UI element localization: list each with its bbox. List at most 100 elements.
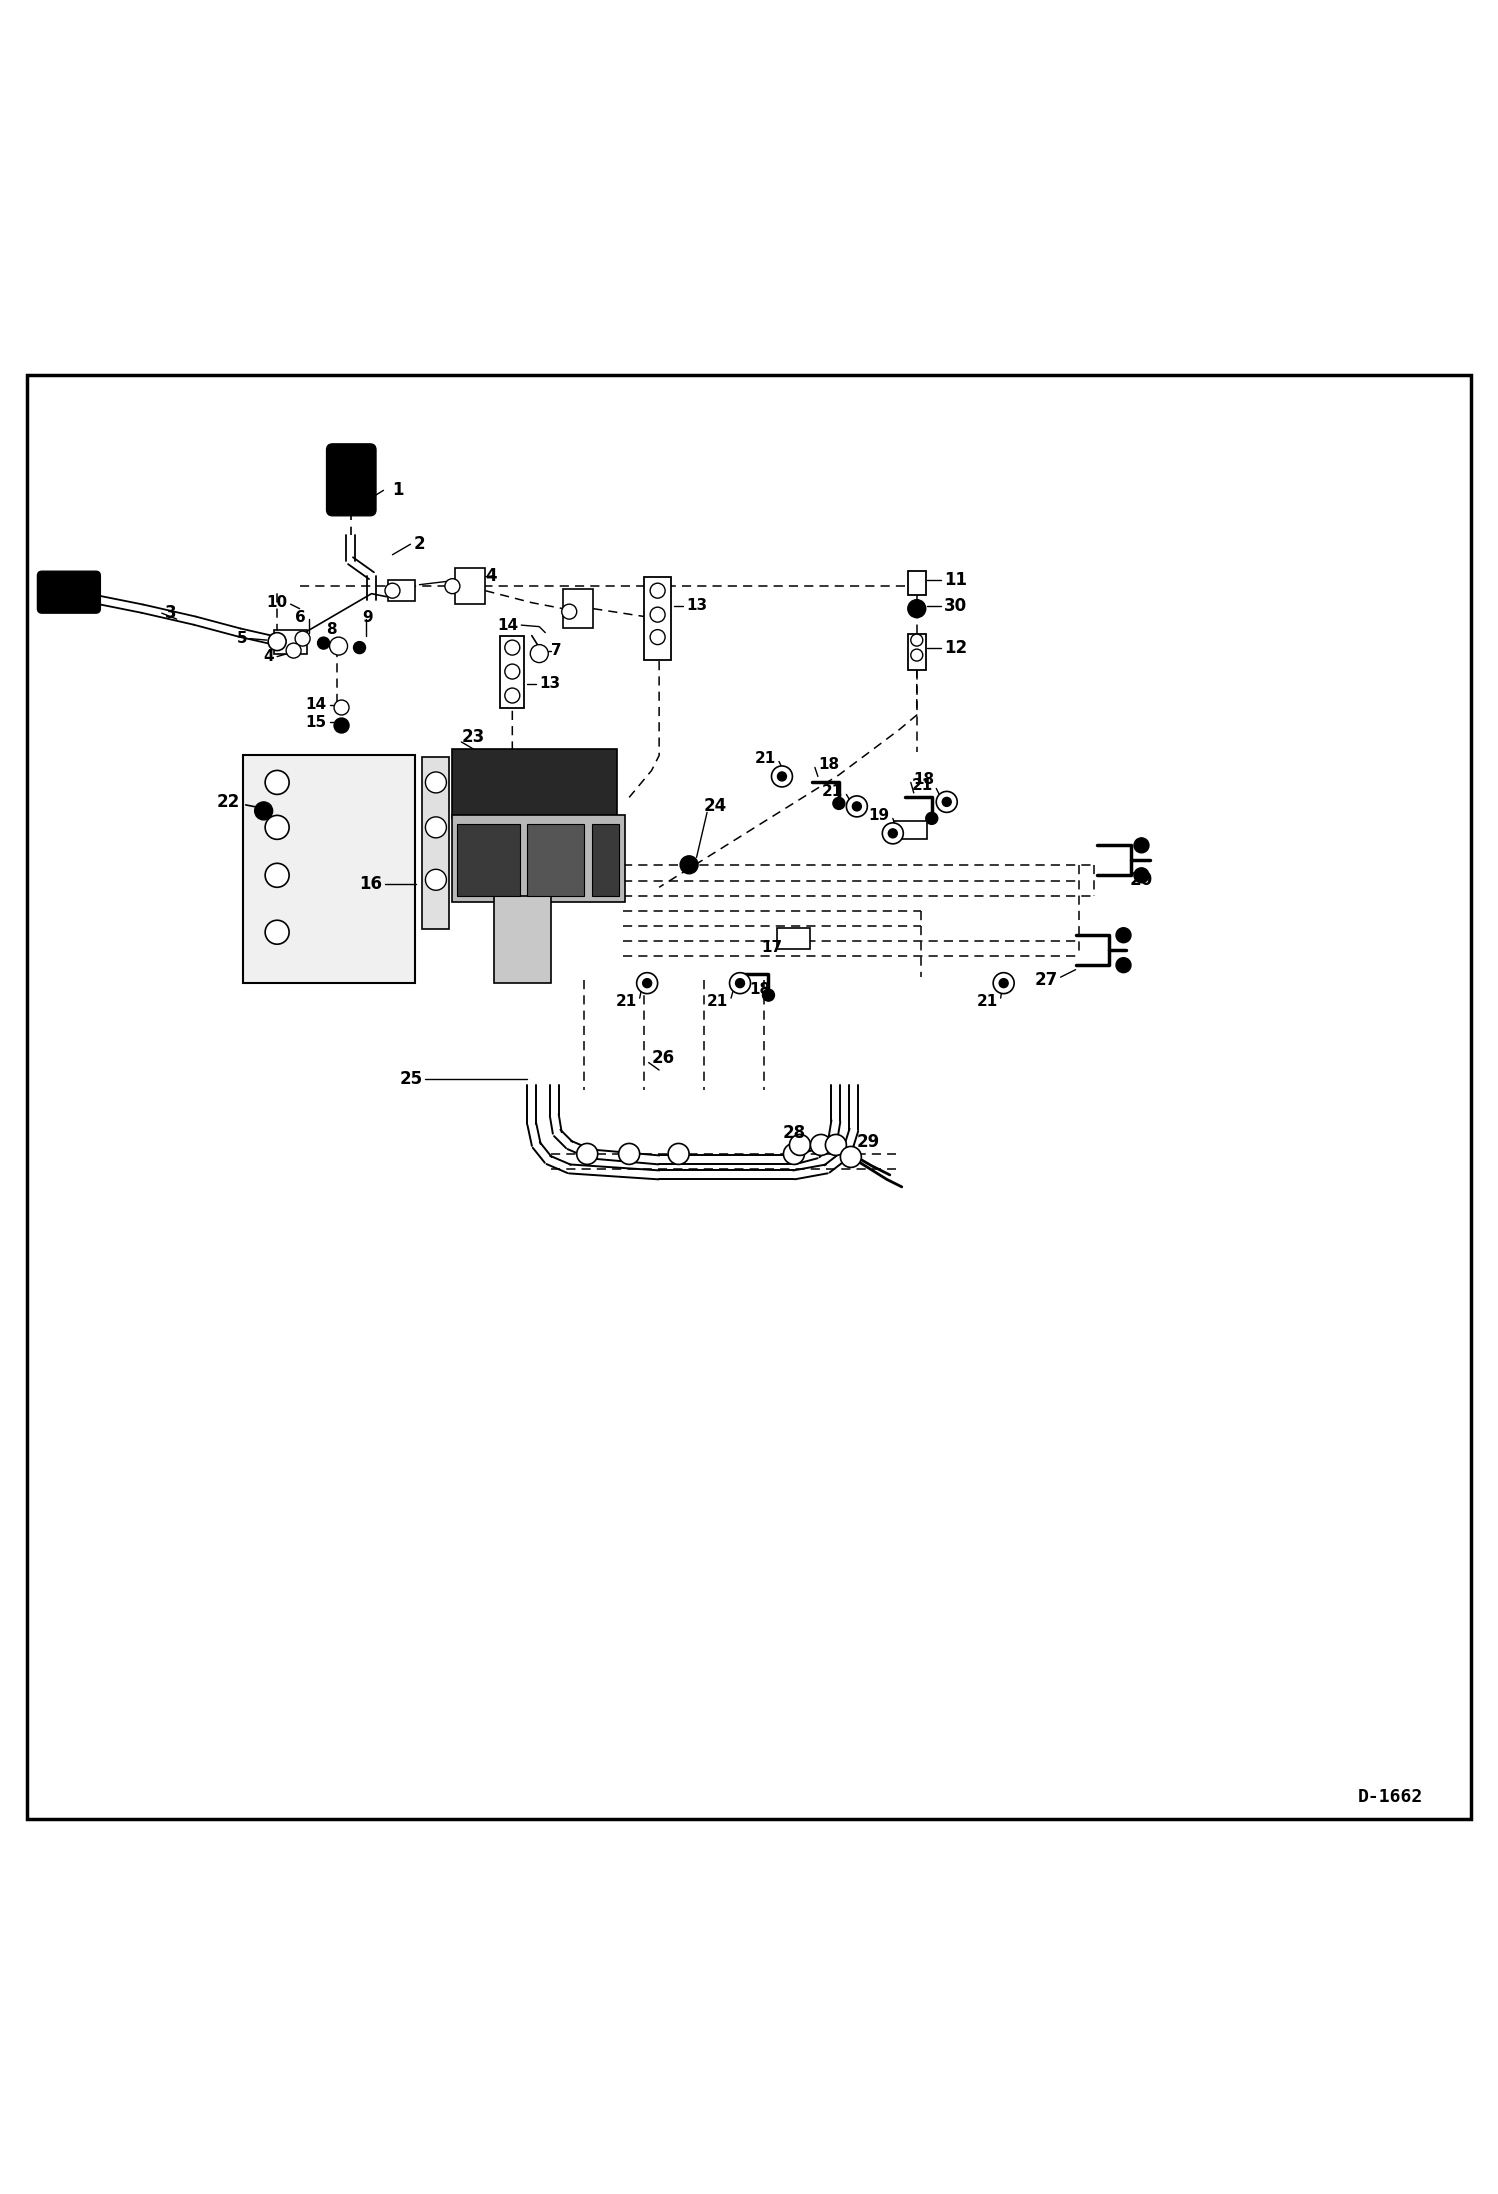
Circle shape	[619, 1143, 640, 1165]
Circle shape	[255, 801, 273, 821]
Circle shape	[730, 972, 750, 994]
Bar	[644, 577, 671, 660]
Circle shape	[334, 700, 349, 715]
Bar	[243, 755, 415, 983]
Circle shape	[650, 584, 665, 599]
Circle shape	[762, 989, 774, 1000]
Circle shape	[650, 630, 665, 645]
Circle shape	[330, 636, 348, 656]
Circle shape	[445, 579, 460, 595]
Circle shape	[936, 792, 957, 812]
Bar	[777, 928, 810, 948]
Circle shape	[265, 770, 289, 794]
Text: 18: 18	[914, 772, 935, 788]
Text: 2: 2	[413, 535, 425, 553]
Circle shape	[425, 772, 446, 792]
FancyBboxPatch shape	[37, 570, 100, 612]
Circle shape	[736, 979, 745, 987]
Circle shape	[643, 979, 652, 987]
Circle shape	[505, 665, 520, 680]
Circle shape	[505, 641, 520, 656]
Text: 6: 6	[295, 610, 306, 625]
Circle shape	[385, 584, 400, 599]
Bar	[592, 825, 619, 897]
Text: 29: 29	[857, 1132, 881, 1152]
Text: 11: 11	[944, 570, 966, 590]
Circle shape	[911, 649, 923, 660]
Text: 17: 17	[761, 939, 782, 954]
Circle shape	[789, 1134, 810, 1156]
Bar	[457, 825, 520, 897]
Text: 22: 22	[216, 792, 240, 812]
Text: 5: 5	[237, 632, 247, 645]
Circle shape	[926, 812, 938, 825]
Text: 30: 30	[944, 597, 966, 614]
Text: 12: 12	[944, 638, 966, 656]
Text: 20: 20	[1129, 871, 1152, 889]
Circle shape	[1134, 838, 1149, 853]
Text: 9: 9	[363, 610, 373, 625]
Circle shape	[668, 1143, 689, 1165]
Text: 13: 13	[686, 599, 707, 612]
Text: 24: 24	[704, 796, 728, 816]
Circle shape	[1116, 928, 1131, 943]
Circle shape	[852, 801, 861, 812]
Text: 25: 25	[400, 1071, 422, 1088]
Circle shape	[993, 972, 1014, 994]
Circle shape	[295, 632, 310, 645]
Bar	[422, 757, 449, 930]
Circle shape	[680, 856, 698, 873]
Text: 1: 1	[82, 588, 94, 606]
Text: 4: 4	[264, 649, 274, 665]
Text: 10: 10	[267, 595, 288, 610]
Bar	[563, 590, 593, 627]
Bar	[500, 636, 524, 706]
Bar	[388, 579, 415, 601]
Circle shape	[999, 979, 1008, 987]
Text: 15: 15	[306, 715, 327, 731]
Circle shape	[265, 862, 289, 886]
Text: 16: 16	[360, 875, 382, 893]
Circle shape	[810, 1134, 831, 1156]
Bar	[494, 897, 551, 983]
Circle shape	[318, 636, 330, 649]
Text: 8: 8	[327, 623, 337, 636]
Circle shape	[833, 796, 845, 810]
Text: 21: 21	[977, 994, 998, 1009]
Bar	[452, 750, 617, 818]
Text: 21: 21	[616, 994, 637, 1009]
Circle shape	[777, 772, 786, 781]
Circle shape	[882, 823, 903, 845]
Circle shape	[286, 643, 301, 658]
Circle shape	[265, 919, 289, 943]
Circle shape	[268, 632, 286, 652]
Text: 21: 21	[822, 783, 843, 799]
Circle shape	[908, 599, 926, 619]
Bar	[527, 825, 584, 897]
Circle shape	[334, 717, 349, 733]
Text: 1: 1	[392, 480, 404, 500]
Circle shape	[577, 1143, 598, 1165]
Circle shape	[562, 603, 577, 619]
Text: 21: 21	[912, 779, 933, 792]
Circle shape	[942, 796, 951, 807]
Text: 21: 21	[707, 994, 728, 1009]
Text: 21: 21	[755, 750, 776, 766]
Circle shape	[530, 645, 548, 663]
Text: 28: 28	[782, 1123, 806, 1141]
Bar	[452, 816, 625, 902]
Text: 23: 23	[461, 728, 485, 746]
Circle shape	[650, 608, 665, 623]
Circle shape	[1116, 959, 1131, 972]
Circle shape	[425, 816, 446, 838]
Text: 18: 18	[818, 757, 839, 772]
Bar	[908, 634, 926, 669]
Circle shape	[771, 766, 792, 788]
Circle shape	[637, 972, 658, 994]
Text: 19: 19	[869, 807, 890, 823]
Text: 4: 4	[485, 566, 497, 584]
Bar	[894, 821, 927, 840]
Circle shape	[425, 869, 446, 891]
Circle shape	[505, 689, 520, 702]
Bar	[274, 630, 307, 654]
